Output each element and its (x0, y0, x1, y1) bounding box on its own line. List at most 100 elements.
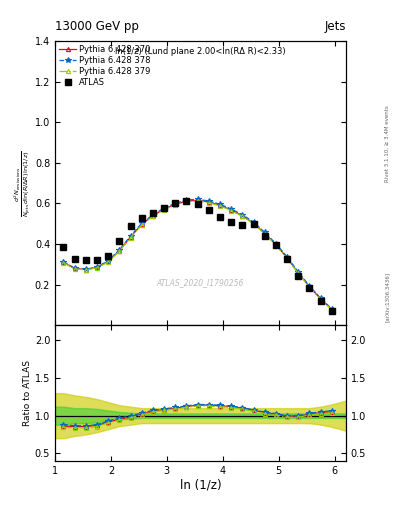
Pythia 6.428 370 (151, 212, 155, 219)
Pythia 6.428 378 (318, 295, 323, 302)
Pythia 6.428 370 (95, 264, 99, 270)
Pythia 6.428 370 (206, 199, 211, 205)
Line: Pythia 6.428 370: Pythia 6.428 370 (61, 198, 334, 312)
ATLAS (128, 223, 133, 229)
Pythia 6.428 378 (307, 283, 312, 289)
Text: ATLAS_2020_I1790256: ATLAS_2020_I1790256 (157, 278, 244, 287)
ATLAS (117, 238, 122, 244)
ATLAS (83, 258, 88, 264)
ATLAS (184, 198, 189, 204)
Pythia 6.428 378 (195, 196, 200, 202)
Pythia 6.428 379 (83, 267, 88, 273)
Pythia 6.428 370 (117, 247, 122, 253)
Pythia 6.428 370 (195, 197, 200, 203)
Pythia 6.428 378 (162, 205, 167, 211)
Pythia 6.428 379 (61, 260, 66, 266)
Pythia 6.428 370 (162, 206, 167, 212)
Pythia 6.428 370 (83, 266, 88, 272)
Pythia 6.428 378 (83, 266, 88, 272)
Pythia 6.428 370 (184, 198, 189, 204)
Pythia 6.428 370 (240, 212, 245, 219)
Pythia 6.428 378 (72, 265, 77, 271)
Pythia 6.428 378 (206, 198, 211, 204)
ATLAS (206, 206, 211, 212)
Line: Pythia 6.428 378: Pythia 6.428 378 (61, 197, 334, 312)
ATLAS (263, 233, 267, 239)
ATLAS (61, 244, 66, 250)
Pythia 6.428 379 (307, 284, 312, 290)
ATLAS (106, 253, 110, 260)
ATLAS (140, 215, 144, 221)
Pythia 6.428 379 (173, 202, 178, 208)
Pythia 6.428 378 (173, 200, 178, 206)
Pythia 6.428 379 (318, 296, 323, 303)
Pythia 6.428 379 (140, 222, 144, 228)
Pythia 6.428 370 (61, 259, 66, 265)
Pythia 6.428 379 (240, 213, 245, 219)
Pythia 6.428 378 (329, 306, 334, 312)
Pythia 6.428 370 (140, 221, 144, 227)
Pythia 6.428 379 (95, 265, 99, 271)
ATLAS (318, 298, 323, 304)
ATLAS (251, 221, 256, 227)
Pythia 6.428 378 (95, 264, 99, 270)
Pythia 6.428 379 (251, 221, 256, 227)
Line: Pythia 6.428 379: Pythia 6.428 379 (61, 199, 334, 312)
ATLAS (307, 285, 312, 291)
Line: ATLAS: ATLAS (61, 199, 334, 314)
Pythia 6.428 378 (229, 206, 233, 212)
Pythia 6.428 370 (307, 284, 312, 290)
Pythia 6.428 378 (184, 197, 189, 203)
Pythia 6.428 370 (296, 270, 301, 276)
Text: [arXiv:1306.3436]: [arXiv:1306.3436] (385, 272, 390, 322)
Pythia 6.428 378 (128, 233, 133, 239)
Pythia 6.428 379 (184, 199, 189, 205)
Pythia 6.428 379 (72, 266, 77, 272)
Pythia 6.428 378 (285, 254, 290, 260)
Pythia 6.428 379 (117, 248, 122, 254)
ATLAS (195, 201, 200, 207)
Pythia 6.428 370 (251, 220, 256, 226)
Text: Jets: Jets (324, 20, 346, 33)
Pythia 6.428 370 (106, 258, 110, 264)
Pythia 6.428 379 (274, 242, 278, 248)
ATLAS (173, 200, 178, 206)
ATLAS (285, 257, 290, 263)
Pythia 6.428 378 (151, 211, 155, 218)
Legend: Pythia 6.428 370, Pythia 6.428 378, Pythia 6.428 379, ATLAS: Pythia 6.428 370, Pythia 6.428 378, Pyth… (57, 44, 152, 89)
Pythia 6.428 379 (128, 234, 133, 241)
Pythia 6.428 379 (229, 207, 233, 214)
Pythia 6.428 379 (151, 213, 155, 219)
Pythia 6.428 378 (140, 220, 144, 226)
ATLAS (218, 214, 222, 220)
Pythia 6.428 379 (296, 270, 301, 276)
X-axis label: ln (1/z): ln (1/z) (180, 478, 221, 492)
Pythia 6.428 370 (229, 207, 233, 213)
Pythia 6.428 378 (251, 219, 256, 225)
ATLAS (72, 257, 77, 263)
ATLAS (240, 222, 245, 228)
ATLAS (162, 204, 167, 210)
Pythia 6.428 379 (329, 307, 334, 313)
ATLAS (151, 209, 155, 216)
Pythia 6.428 370 (329, 307, 334, 313)
Y-axis label: Ratio to ATLAS: Ratio to ATLAS (23, 360, 32, 426)
Pythia 6.428 378 (106, 258, 110, 264)
Pythia 6.428 370 (274, 242, 278, 248)
Pythia 6.428 370 (263, 230, 267, 237)
Pythia 6.428 379 (263, 231, 267, 237)
ATLAS (329, 308, 334, 314)
ATLAS (95, 258, 99, 264)
Pythia 6.428 379 (162, 207, 167, 213)
Pythia 6.428 370 (173, 201, 178, 207)
Pythia 6.428 378 (240, 211, 245, 218)
Pythia 6.428 378 (218, 201, 222, 207)
Pythia 6.428 379 (106, 259, 110, 265)
Pythia 6.428 379 (195, 198, 200, 204)
Pythia 6.428 370 (318, 296, 323, 302)
Pythia 6.428 379 (285, 255, 290, 262)
Pythia 6.428 370 (72, 265, 77, 271)
ATLAS (274, 242, 278, 248)
Pythia 6.428 378 (263, 229, 267, 236)
Text: Rivet 3.1.10, ≥ 3.4M events: Rivet 3.1.10, ≥ 3.4M events (385, 105, 390, 182)
